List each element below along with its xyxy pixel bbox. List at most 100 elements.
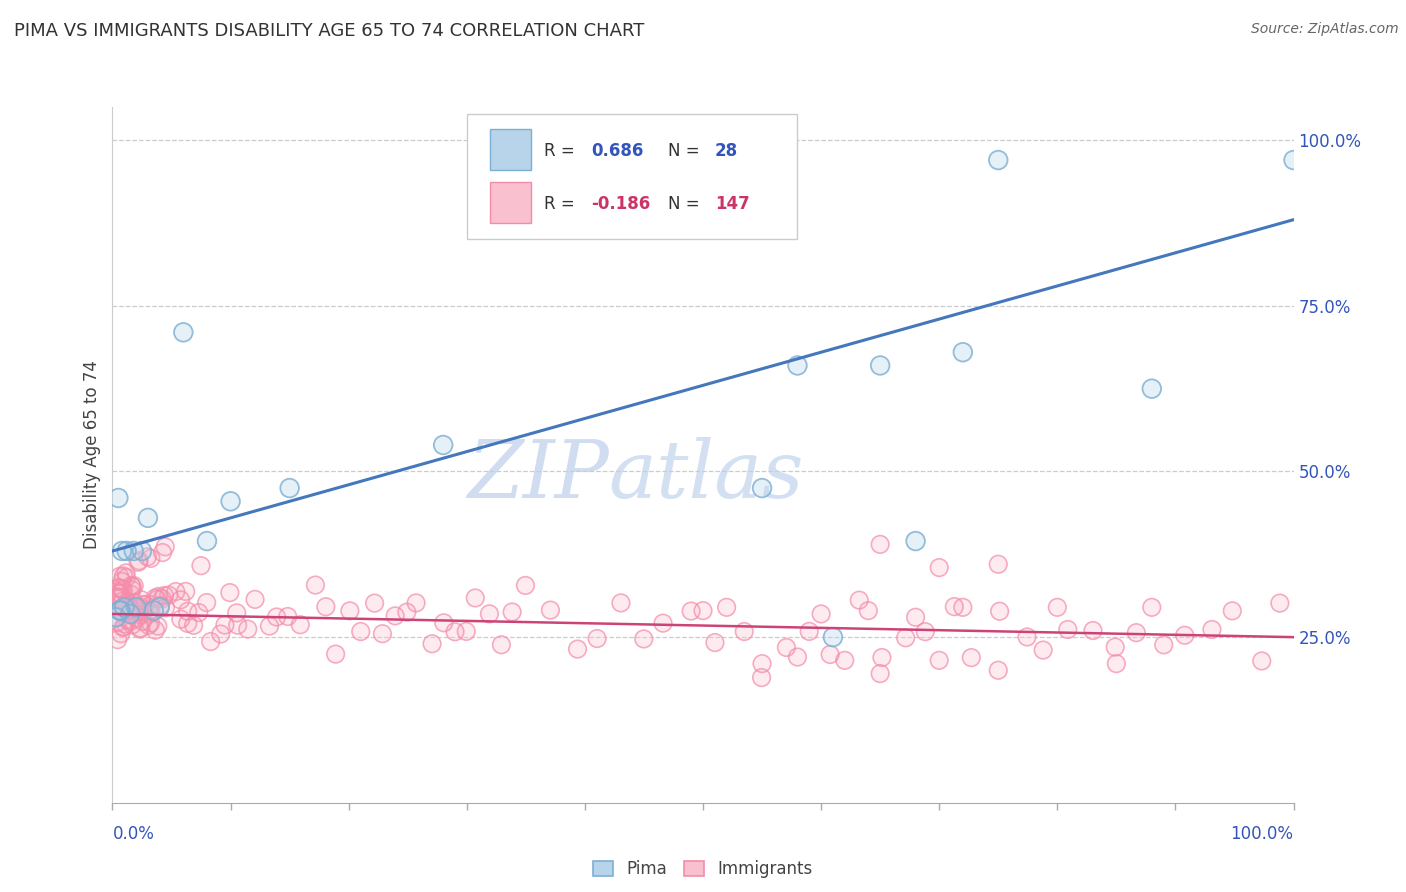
- Legend: Pima, Immigrants: Pima, Immigrants: [586, 854, 820, 885]
- Point: [214, 618, 236, 632]
- Point: [138, 618, 160, 632]
- Point: [1282, 153, 1305, 167]
- Point: [146, 619, 169, 633]
- Point: [111, 606, 134, 620]
- Point: [810, 607, 832, 621]
- Point: [143, 591, 166, 605]
- Point: [107, 632, 129, 647]
- Text: R =: R =: [544, 142, 579, 160]
- Point: [1140, 382, 1163, 396]
- Point: [121, 617, 143, 632]
- Point: [960, 650, 983, 665]
- Point: [110, 586, 132, 600]
- Point: [115, 597, 138, 611]
- Point: [1125, 625, 1147, 640]
- Point: [501, 605, 523, 619]
- Point: [214, 618, 236, 632]
- Point: [858, 604, 880, 618]
- Point: [143, 591, 166, 605]
- Point: [1140, 382, 1163, 396]
- Point: [236, 622, 259, 636]
- Point: [339, 604, 361, 618]
- Point: [111, 621, 134, 635]
- Point: [633, 632, 655, 646]
- Point: [1268, 596, 1291, 610]
- Text: N =: N =: [668, 142, 704, 160]
- Point: [149, 599, 172, 613]
- Point: [112, 569, 135, 583]
- Point: [139, 606, 162, 620]
- Point: [1268, 596, 1291, 610]
- Point: [350, 624, 373, 639]
- Point: [704, 635, 727, 649]
- Point: [187, 606, 209, 620]
- Point: [121, 578, 143, 592]
- Point: [120, 601, 142, 615]
- Point: [870, 650, 893, 665]
- Point: [139, 551, 162, 566]
- Point: [209, 627, 232, 641]
- Point: [266, 610, 288, 624]
- Point: [1056, 623, 1078, 637]
- Point: [988, 604, 1011, 618]
- Point: [869, 666, 891, 681]
- Point: [122, 544, 145, 558]
- Point: [821, 630, 844, 644]
- Point: [1140, 600, 1163, 615]
- Point: [136, 511, 159, 525]
- Point: [157, 588, 180, 602]
- Point: [633, 632, 655, 646]
- Point: [120, 615, 142, 629]
- Point: [145, 623, 167, 637]
- Point: [120, 607, 142, 621]
- Point: [107, 581, 129, 595]
- Point: [117, 596, 139, 610]
- Point: [1201, 623, 1223, 637]
- Point: [111, 606, 134, 620]
- Point: [115, 571, 138, 585]
- Point: [111, 544, 134, 558]
- Point: [114, 617, 136, 632]
- Point: [586, 632, 609, 646]
- Point: [122, 599, 145, 613]
- Point: [138, 604, 160, 618]
- Point: [1046, 600, 1069, 615]
- Point: [112, 606, 135, 620]
- Text: PIMA VS IMMIGRANTS DISABILITY AGE 65 TO 74 CORRELATION CHART: PIMA VS IMMIGRANTS DISABILITY AGE 65 TO …: [14, 22, 644, 40]
- Point: [904, 610, 927, 624]
- Point: [174, 584, 197, 599]
- Point: [325, 647, 347, 661]
- Point: [1125, 625, 1147, 640]
- Point: [122, 596, 145, 610]
- Point: [120, 615, 142, 629]
- Point: [1220, 604, 1243, 618]
- Point: [128, 601, 150, 615]
- Point: [110, 604, 132, 618]
- Point: [111, 582, 134, 597]
- Point: [943, 599, 966, 614]
- Point: [190, 558, 212, 573]
- Point: [110, 626, 132, 640]
- Point: [111, 621, 134, 635]
- Point: [127, 555, 149, 569]
- Point: [107, 491, 129, 505]
- Point: [444, 624, 467, 639]
- Point: [478, 607, 501, 621]
- Point: [107, 632, 129, 647]
- Point: [733, 624, 755, 639]
- Point: [107, 615, 129, 629]
- Point: [444, 624, 467, 639]
- Point: [177, 616, 200, 631]
- Point: [105, 610, 128, 624]
- Point: [112, 620, 135, 634]
- Point: [187, 606, 209, 620]
- Point: [384, 608, 406, 623]
- Point: [464, 591, 486, 605]
- Point: [350, 624, 373, 639]
- Point: [129, 607, 152, 622]
- Point: [478, 607, 501, 621]
- Point: [987, 558, 1010, 572]
- Point: [139, 615, 162, 630]
- Point: [716, 600, 738, 615]
- Point: [107, 590, 129, 604]
